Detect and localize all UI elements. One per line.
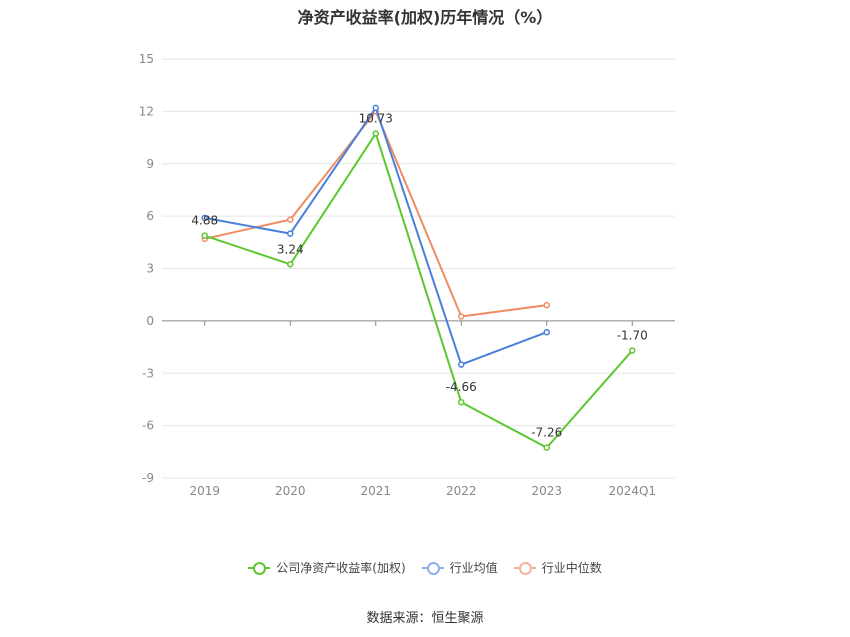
chart-title: 净资产收益率(加权)历年情况（%） bbox=[297, 8, 553, 27]
data-point bbox=[372, 130, 379, 137]
data-label: -7.26 bbox=[531, 426, 562, 440]
legend-item-industry-mean[interactable]: 行业均值 bbox=[421, 559, 498, 576]
y-tick-label: -6 bbox=[142, 419, 154, 433]
y-tick-label: 9 bbox=[146, 157, 154, 171]
data-point bbox=[287, 216, 294, 223]
data-label: -4.66 bbox=[446, 380, 477, 394]
y-tick-label: 15 bbox=[139, 52, 154, 66]
data-label: 4.88 bbox=[191, 214, 218, 228]
legend-swatch-orange bbox=[513, 561, 536, 575]
x-tick-label: 2023 bbox=[531, 484, 562, 498]
legend-dot-green bbox=[253, 561, 267, 575]
data-point bbox=[458, 398, 465, 406]
y-tick-label: 12 bbox=[139, 104, 154, 118]
data-point bbox=[372, 104, 379, 112]
data-point bbox=[543, 444, 550, 451]
data-point bbox=[201, 232, 208, 239]
data-source: 数据来源：恒生聚源 bbox=[366, 611, 484, 626]
data-label: 3.24 bbox=[277, 242, 304, 256]
legend-swatch-blue bbox=[421, 561, 444, 575]
legend-dot-blue bbox=[426, 561, 440, 575]
x-tick-label: 2020 bbox=[275, 484, 306, 498]
series-line bbox=[204, 132, 634, 449]
legend-item-industry-median[interactable]: 行业中位数 bbox=[513, 559, 602, 576]
series-line bbox=[204, 106, 548, 366]
x-tick-label: 2024Q1 bbox=[608, 484, 656, 498]
data-point bbox=[458, 313, 465, 320]
data-point bbox=[201, 214, 208, 222]
data-label: -1.70 bbox=[617, 329, 648, 343]
x-tick-label: 2021 bbox=[360, 484, 391, 498]
legend-item-company-roe[interactable]: 公司净资产收益率(加权) bbox=[248, 559, 406, 576]
data-point bbox=[287, 261, 294, 268]
y-tick-label: -9 bbox=[142, 471, 154, 485]
x-tick-label: 2019 bbox=[189, 484, 220, 498]
legend-label: 行业中位数 bbox=[541, 561, 602, 575]
x-tick-label: 2022 bbox=[446, 484, 477, 498]
legend-label: 行业均值 bbox=[449, 561, 498, 575]
legend: 公司净资产收益率(加权) 行业均值 行业中位数 bbox=[0, 559, 850, 576]
data-point bbox=[287, 230, 294, 237]
data-point bbox=[458, 361, 465, 368]
legend-swatch-green bbox=[248, 561, 271, 575]
y-tick-label: -3 bbox=[142, 366, 154, 380]
legend-label: 公司净资产收益率(加权) bbox=[276, 561, 406, 575]
data-point bbox=[543, 328, 550, 336]
y-tick-label: 0 bbox=[146, 314, 154, 328]
data-point bbox=[543, 301, 550, 309]
y-tick-label: 6 bbox=[146, 209, 154, 223]
y-tick-label: 3 bbox=[146, 262, 154, 276]
data-point bbox=[629, 347, 636, 354]
legend-dot-orange bbox=[518, 561, 532, 575]
series-line bbox=[204, 110, 547, 318]
data-label: 10.73 bbox=[359, 112, 393, 126]
